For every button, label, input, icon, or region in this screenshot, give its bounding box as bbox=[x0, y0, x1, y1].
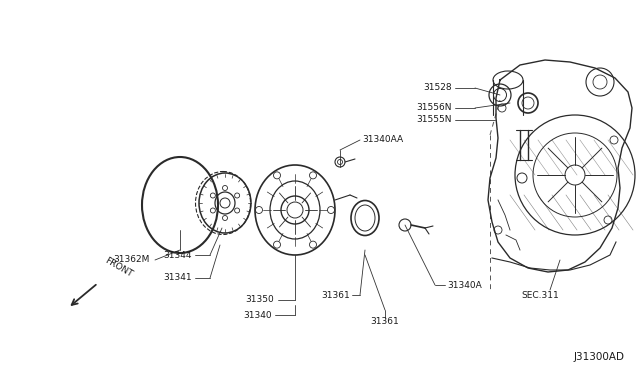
Text: 31341: 31341 bbox=[163, 273, 192, 282]
Text: 31361: 31361 bbox=[371, 317, 399, 327]
Text: FRONT: FRONT bbox=[103, 256, 134, 279]
Text: 31556N: 31556N bbox=[417, 103, 452, 112]
Text: SEC.311: SEC.311 bbox=[521, 292, 559, 301]
Text: 31350: 31350 bbox=[245, 295, 274, 305]
Text: 31340A: 31340A bbox=[447, 280, 482, 289]
Text: 31362M: 31362M bbox=[114, 256, 150, 264]
Text: 31361: 31361 bbox=[321, 291, 350, 299]
Text: 31340: 31340 bbox=[243, 311, 272, 320]
Text: 31344: 31344 bbox=[163, 250, 192, 260]
Text: 31528: 31528 bbox=[424, 83, 452, 93]
Text: 31340AA: 31340AA bbox=[362, 135, 403, 144]
Text: 31555N: 31555N bbox=[417, 115, 452, 125]
Text: J31300AD: J31300AD bbox=[574, 352, 625, 362]
